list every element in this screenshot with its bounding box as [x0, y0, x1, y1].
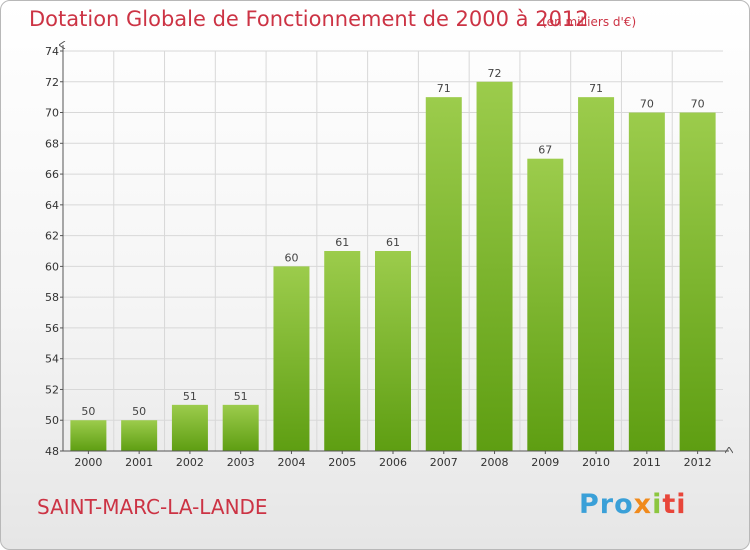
x-tick-label: 2004	[277, 456, 305, 469]
chart-subtitle: (en milliers d'€)	[542, 15, 637, 29]
logo-part: x	[633, 489, 653, 520]
x-tick-label: 2006	[379, 456, 407, 469]
data-label: 60	[284, 251, 298, 264]
data-label: 61	[386, 236, 400, 249]
bar	[171, 404, 208, 451]
x-tick-label: 2000	[74, 456, 102, 469]
x-tick-label: 2009	[531, 456, 559, 469]
axes	[60, 45, 729, 454]
y-tick-label: 66	[45, 168, 59, 181]
data-label: 50	[132, 405, 146, 418]
data-label: 71	[589, 82, 603, 95]
y-tick-label: 48	[45, 445, 59, 458]
logo-part: ti	[662, 489, 687, 520]
x-tick-label: 2001	[125, 456, 153, 469]
data-label: 50	[81, 405, 95, 418]
data-label: 61	[335, 236, 349, 249]
y-tick-label: 62	[45, 230, 59, 243]
bar	[527, 158, 564, 451]
x-tick-label: 2008	[481, 456, 509, 469]
bar	[476, 81, 513, 452]
x-tick-label: 2012	[684, 456, 712, 469]
y-tick-label: 58	[45, 291, 59, 304]
bar	[628, 112, 665, 452]
logo-part: i	[652, 489, 663, 520]
commune-name: SAINT-MARC-LA-LANDE	[37, 495, 268, 519]
data-label: 51	[183, 390, 197, 403]
bar	[578, 97, 615, 452]
data-label: 72	[488, 67, 502, 80]
y-tick-label: 64	[45, 199, 59, 212]
x-tick-label: 2002	[176, 456, 204, 469]
y-tick-label: 56	[45, 322, 59, 335]
chart-title: Dotation Globale de Fonctionnement de 20…	[29, 7, 589, 31]
y-tick-label: 74	[45, 45, 59, 58]
bar	[273, 266, 310, 451]
x-tick-label: 2007	[430, 456, 458, 469]
y-tick-label: 72	[45, 76, 59, 89]
bar	[324, 251, 361, 451]
y-tick-label: 54	[45, 353, 59, 366]
bar	[222, 404, 259, 451]
bar	[679, 112, 716, 452]
bar	[425, 97, 462, 452]
x-tick-label: 2003	[227, 456, 255, 469]
data-label: 67	[538, 144, 552, 157]
y-tick-label: 50	[45, 414, 59, 427]
labels: 48 50 52 54 56 58 60 62 64 66 68 70 72 74 50 2000 50 2001…	[45, 45, 712, 469]
y-tick-label: 52	[45, 383, 59, 396]
y-tick-label: 68	[45, 137, 59, 150]
logo-part: Pro	[579, 489, 634, 520]
data-label: 51	[234, 390, 248, 403]
bar	[70, 420, 107, 451]
bar	[375, 251, 411, 451]
bar	[121, 420, 158, 451]
x-tick-label: 2005	[328, 456, 356, 469]
y-tick-label: 60	[45, 260, 59, 273]
data-label: 70	[691, 98, 705, 111]
x-tick-label: 2011	[633, 456, 661, 469]
y-tick-label: 70	[45, 107, 59, 120]
data-label: 70	[640, 98, 654, 111]
proxiti-logo: Proxiti	[579, 489, 687, 520]
x-tick-label: 2010	[582, 456, 610, 469]
bars	[70, 81, 716, 452]
data-label: 71	[437, 82, 451, 95]
